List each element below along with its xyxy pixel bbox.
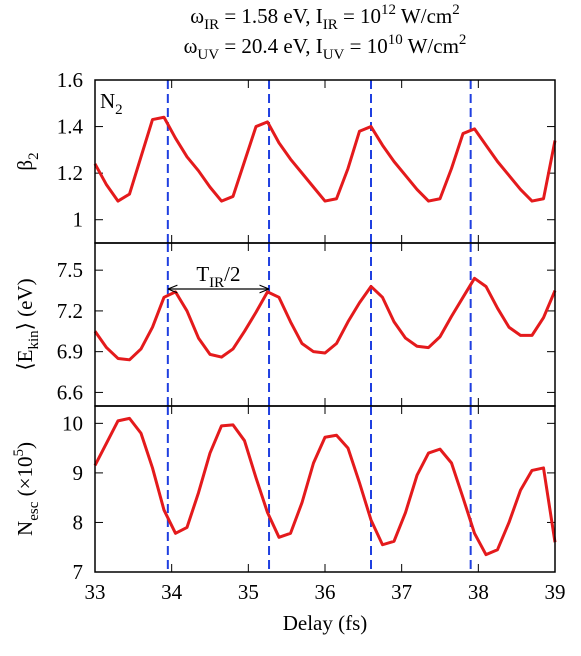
- x-tick-label: 37: [391, 580, 412, 604]
- text-segment: 2: [26, 152, 42, 160]
- chart-title: ωUV = 20.4 eV, IUV = 1010 W/cm2: [184, 32, 467, 63]
- y-axis-label: ⟨Ekin⟩ (eV): [13, 278, 42, 370]
- text-segment: kin: [26, 330, 42, 350]
- x-tick-label: 38: [468, 580, 489, 604]
- text-segment: N: [13, 521, 37, 536]
- plot-frame: [94, 405, 556, 573]
- y-axis-label: Nesc (×105): [11, 442, 42, 536]
- text-segment: IR: [204, 17, 219, 33]
- text-segment: ⟨E: [13, 350, 37, 371]
- y-tick-label: 1.6: [57, 68, 83, 92]
- y-tick-label: 6.9: [57, 340, 83, 364]
- text-segment: esc: [26, 501, 42, 520]
- x-tick-label: 39: [545, 580, 566, 604]
- text-segment: I: [316, 4, 323, 28]
- text-segment: UV: [197, 47, 219, 63]
- text-segment: IR: [323, 17, 338, 33]
- text-segment: ⟩ (eV): [13, 278, 37, 330]
- text-segment: 2: [452, 2, 460, 18]
- y-tick-label: 7.2: [57, 299, 83, 323]
- data-line: [93, 276, 557, 362]
- text-segment: 2: [459, 32, 467, 48]
- text-segment: = 20.4 eV,: [219, 34, 316, 58]
- text-segment: 5: [11, 449, 27, 457]
- text-segment: /2: [224, 262, 240, 286]
- text-segment: T: [196, 262, 209, 286]
- data-line: [93, 115, 557, 203]
- text-segment: I: [316, 34, 323, 58]
- text-segment: 12: [381, 2, 396, 18]
- text-segment: ω: [184, 34, 198, 58]
- y-tick-label: 8: [73, 510, 84, 534]
- y-tick-label: 1.2: [57, 161, 83, 185]
- y-tick-label: 6.6: [57, 380, 83, 404]
- annotation: TIR/2: [196, 262, 240, 291]
- text-segment: IR: [209, 275, 224, 291]
- text-segment: W/cm: [403, 34, 459, 58]
- x-tick-label: 34: [161, 580, 183, 604]
- y-tick-label: 1.4: [57, 115, 84, 139]
- y-tick-label: 7.5: [57, 258, 83, 282]
- annotation: N2: [100, 89, 123, 118]
- text-segment: β: [13, 160, 37, 171]
- y-tick-label: 9: [73, 461, 84, 485]
- text-segment: = 10: [344, 34, 387, 58]
- y-tick-label: 10: [62, 411, 83, 435]
- plot-frame: [94, 242, 556, 407]
- text-segment: W/cm: [396, 4, 452, 28]
- text-segment: 2: [115, 102, 123, 118]
- text-segment: ): [13, 442, 37, 449]
- x-axis-label: Delay (fs): [283, 611, 368, 635]
- plot-frame: [94, 79, 556, 244]
- text-segment: (×10: [13, 457, 37, 502]
- chart-title: ωIR = 1.58 eV, IIR = 1012 W/cm2: [190, 2, 459, 33]
- text-segment: = 1.58 eV,: [219, 4, 316, 28]
- x-tick-label: 36: [315, 580, 336, 604]
- text-segment: N: [100, 89, 115, 113]
- x-tick-label: 33: [85, 580, 106, 604]
- y-tick-label: 1: [73, 208, 84, 232]
- y-tick-label: 7: [73, 560, 84, 584]
- data-line: [93, 416, 557, 557]
- y-axis-label: β2: [13, 152, 42, 170]
- text-segment: UV: [323, 47, 345, 63]
- x-tick-label: 35: [238, 580, 259, 604]
- text-segment: = 10: [338, 4, 381, 28]
- text-segment: 10: [388, 32, 403, 48]
- text-segment: ω: [190, 4, 204, 28]
